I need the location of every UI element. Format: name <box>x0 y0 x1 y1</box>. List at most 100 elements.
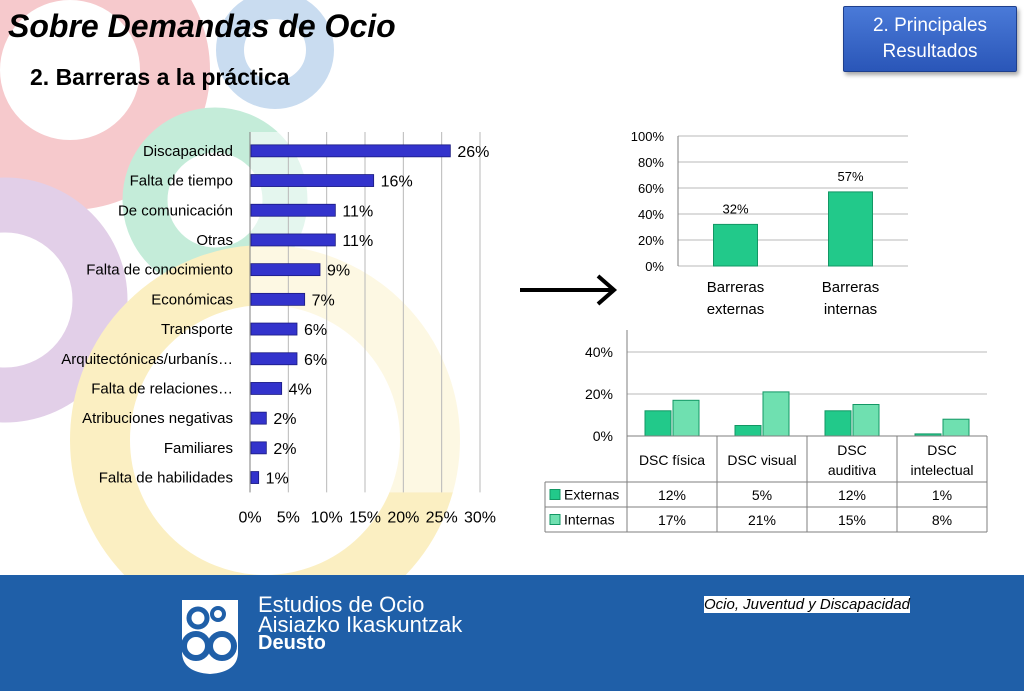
chart3-category-label: auditiva <box>828 462 876 478</box>
chart1-tick-label: 20% <box>387 509 419 526</box>
barriers-type-chart: 100% 80% 60% 40% 20% 0% 32% Barreras externas 57%… <box>631 129 908 318</box>
brand-line-1: Estudios de Ocio <box>258 592 425 617</box>
chart1-data-label: 16% <box>381 174 413 191</box>
chart1-data-label: 11% <box>342 203 373 220</box>
chart2-tick-label: 60% <box>638 181 664 196</box>
chart1-bar <box>250 352 298 366</box>
chart3-tick-label: 0% <box>593 428 613 444</box>
chart1-data-label: 4% <box>289 381 312 398</box>
chart1-bar <box>250 322 298 336</box>
disability-type-chart: 40% 20% 0% DSC física 12% 17% DSC visual 5% 21% D… <box>544 330 988 533</box>
charts-canvas: 0% 5% 10% 15% 20% 25% 30% 26% Discapacidad 16% Fal… <box>61 129 988 533</box>
chart3-table-value: 5% <box>752 487 772 503</box>
chart1-category-label: Falta de habilidades <box>99 470 233 487</box>
chart1-tick-label: 15% <box>349 509 381 526</box>
chart3-bar-internas <box>672 399 700 437</box>
deusto-logo-icon <box>181 600 238 674</box>
chart3-category-label: intelectual <box>910 462 973 478</box>
chart3-table-value: 12% <box>658 487 686 503</box>
chart1-bar <box>250 144 451 158</box>
chart3-legend-key <box>549 489 561 500</box>
badge-line-1: 2. Principales <box>872 15 988 36</box>
chart1-category-label: Falta de tiempo <box>130 173 233 190</box>
chart1-data-label: 2% <box>273 441 296 458</box>
chart1-bar <box>250 203 336 217</box>
section-badge: 2. Principales Resultados <box>843 6 1017 72</box>
chart1-category-label: Atribuciones negativas <box>82 410 233 427</box>
footer-band <box>0 575 1024 691</box>
chart2-bar <box>713 223 758 267</box>
deco-circle-purple <box>0 177 128 423</box>
chart1-data-label: 9% <box>327 263 350 280</box>
chart1-bar <box>250 382 283 395</box>
chart3-bar-internas <box>762 391 790 437</box>
chart3-table-value: 8% <box>932 512 952 528</box>
chart1-category-label: Económicas <box>151 291 233 308</box>
brand-line-2: Aisiazko Ikaskuntzak <box>258 612 463 637</box>
brand-line-3: Deusto <box>258 632 326 654</box>
chart1-data-label: 11% <box>342 233 373 250</box>
footer-tagline: Ocio, Juventud y Discapacidad <box>704 596 910 613</box>
arrow-icon <box>520 274 618 306</box>
chart1-bar <box>250 174 375 187</box>
chart3-bar-internas <box>852 404 880 437</box>
chart1-tick-label: 5% <box>277 509 300 526</box>
chart3-tick-label: 40% <box>585 344 613 360</box>
chart3-bar-internas <box>942 418 970 437</box>
chart1-category-label: Arquitectónicas/urbanís… <box>61 351 233 368</box>
chart2-tick-label: 40% <box>638 207 664 222</box>
chart2-tick-label: 100% <box>631 129 665 144</box>
chart3-legend-key <box>549 514 561 525</box>
chart3-category-label: DSC <box>837 442 867 458</box>
chart1-tick-label: 25% <box>426 509 458 526</box>
chart1-bar <box>250 233 336 247</box>
chart3-category-label: DSC <box>927 442 957 458</box>
chart2-data-label: 57% <box>837 169 863 184</box>
chart1-data-label: 2% <box>273 411 296 428</box>
chart3-bar-externas <box>734 425 762 437</box>
chart3-bar-externas <box>824 410 852 437</box>
chart2-category-label: Barreras <box>822 279 880 296</box>
chart3-legend-label: Externas <box>564 487 619 503</box>
chart1-category-label: Familiares <box>164 440 233 457</box>
chart1-category-label: Discapacidad <box>143 143 233 160</box>
chart2-category-label: internas <box>824 301 877 318</box>
chart3-table-value: 1% <box>932 487 952 503</box>
chart3-table-value: 17% <box>658 512 686 528</box>
chart1-category-label: Otras <box>196 232 233 249</box>
chart1-data-label: 26% <box>457 144 489 161</box>
chart3-category-label: DSC visual <box>727 452 796 468</box>
chart1-bar <box>250 441 267 455</box>
chart1-data-label: 1% <box>266 471 289 488</box>
chart1-data-label: 6% <box>304 322 327 339</box>
chart1-tick-label: 0% <box>238 509 261 526</box>
chart2-tick-label: 80% <box>638 155 664 170</box>
chart1-bar <box>250 263 321 277</box>
chart1-data-label: 7% <box>312 292 335 309</box>
chart1-bar <box>250 292 306 306</box>
chart2-category-label: Barreras <box>707 279 765 296</box>
chart1-tick-label: 10% <box>311 509 343 526</box>
barriers-horizontal-chart: 0% 5% 10% 15% 20% 25% 30% 26% Discapacidad 16% Fal… <box>61 132 496 526</box>
page-title: Sobre Demandas de Ocio <box>8 8 396 44</box>
badge-line-2: Resultados <box>882 41 978 62</box>
chart2-data-label: 32% <box>722 201 748 216</box>
chart2-tick-label: 20% <box>638 233 664 248</box>
chart1-data-label: 6% <box>304 352 327 369</box>
chart3-table-value: 12% <box>838 487 866 503</box>
deco-circle-blue <box>216 0 334 109</box>
section-subtitle: 2. Barreras a la práctica <box>30 64 290 90</box>
chart1-category-label: Falta de relaciones… <box>91 380 233 397</box>
chart3-legend-label: Internas <box>564 512 615 528</box>
chart1-category-label: De comunicación <box>118 202 233 219</box>
chart2-category-label: externas <box>707 301 765 318</box>
chart3-table-value: 15% <box>838 512 866 528</box>
chart1-category-label: Transporte <box>161 321 233 338</box>
deco-circle-pink <box>0 0 210 210</box>
chart1-bar <box>250 411 267 425</box>
chart1-bar <box>250 471 260 484</box>
chart3-tick-label: 20% <box>585 386 613 402</box>
chart2-tick-label: 0% <box>645 259 664 274</box>
chart1-category-label: Falta de conocimiento <box>86 262 233 279</box>
chart3-category-label: DSC física <box>639 452 705 468</box>
